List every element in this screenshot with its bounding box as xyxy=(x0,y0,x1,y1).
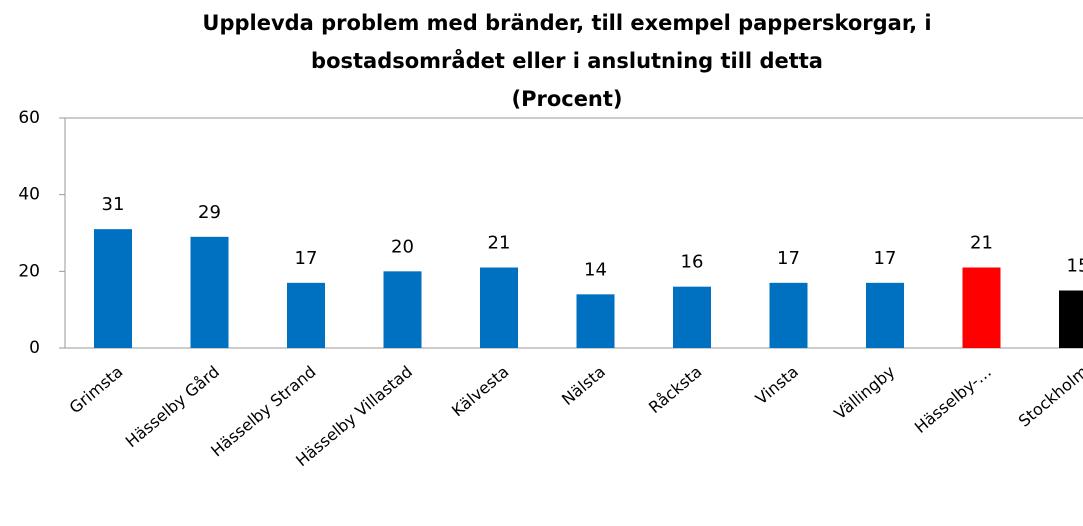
bar xyxy=(480,267,518,348)
x-tick-label: Nälsta xyxy=(558,362,609,409)
y-tick-label: 40 xyxy=(18,185,40,205)
x-tick-label: Stockholm xyxy=(1015,362,1083,431)
value-label: 29 xyxy=(198,202,221,223)
x-tick-label: Hässelby-… xyxy=(911,362,995,437)
value-label: 21 xyxy=(488,233,511,254)
bar xyxy=(769,282,808,348)
bar xyxy=(673,286,711,348)
x-tick-label: Grimsta xyxy=(66,362,127,417)
chart-title: Upplevda problem med bränder, till exemp… xyxy=(202,11,931,35)
bar xyxy=(962,267,1001,348)
value-label: 20 xyxy=(391,236,414,257)
value-label: 17 xyxy=(295,248,318,269)
y-tick-label: 0 xyxy=(29,338,40,358)
value-label: 15 xyxy=(1067,256,1083,277)
chart-title: (Procent) xyxy=(511,87,622,111)
x-tick-label: Vällingby xyxy=(831,362,899,423)
bar xyxy=(866,282,904,348)
bar xyxy=(287,282,325,348)
bar xyxy=(94,229,132,348)
bar xyxy=(576,294,615,348)
x-tick-label: Vinsta xyxy=(752,362,802,408)
bar xyxy=(383,271,422,348)
y-tick-label: 60 xyxy=(18,108,40,128)
bar xyxy=(1059,290,1083,348)
value-label: 21 xyxy=(970,233,993,254)
value-label: 31 xyxy=(102,194,125,215)
chart-title: bostadsområdet eller i anslutning till d… xyxy=(311,48,823,73)
y-tick-label: 20 xyxy=(18,261,40,281)
x-tick-label: Råcksta xyxy=(645,362,706,417)
value-label: 16 xyxy=(681,252,704,273)
value-label: 14 xyxy=(584,259,607,280)
value-label: 17 xyxy=(777,248,800,269)
x-tick-label: Kälvesta xyxy=(448,362,512,420)
value-label: 17 xyxy=(874,248,897,269)
x-tick-label: Hässelby Gård xyxy=(122,362,223,451)
bar xyxy=(190,236,229,348)
